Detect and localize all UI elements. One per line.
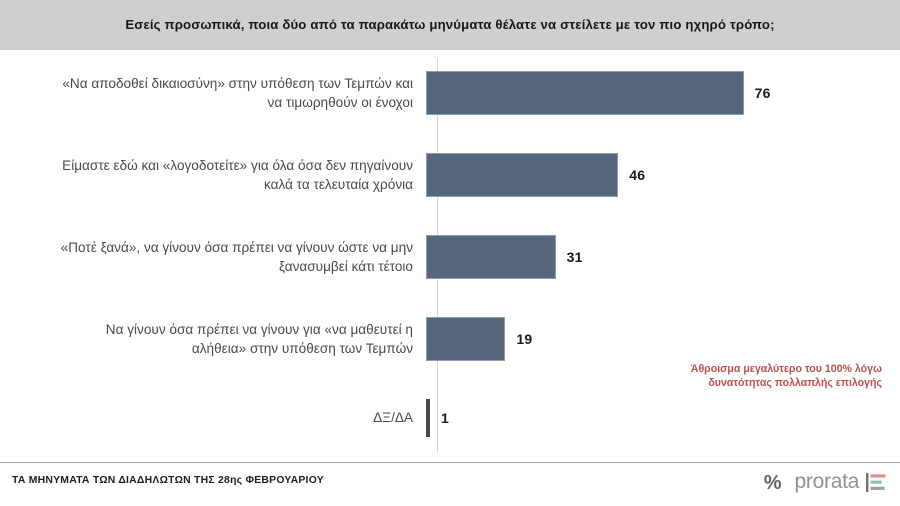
bar-track: 1	[425, 394, 900, 442]
bar-category-label: «Να αποδοθεί δικαιοσύνη» στην υπόθεση τω…	[0, 74, 425, 113]
bar-category-label-line: ξανασυμβεί κάτι τέτοιο	[279, 259, 413, 274]
page-title: Εσείς προσωπικά, ποια δύο από τα παρακάτ…	[125, 17, 775, 33]
bar[interactable]	[426, 71, 744, 115]
chart-footer: ΤΑ ΜΗΝΥΜΑΤΑ ΤΩΝ ΔΙΑΔΗΛΩΤΩΝ ΤΗΣ 28ης ΦΕΒΡ…	[0, 462, 900, 506]
bar-category-label-line: καλά τα τελευταία χρόνια	[263, 177, 413, 192]
bar-value-label: 31	[566, 249, 583, 265]
bar-category-label-line: να τιμωρηθούν οι ένοχοι	[267, 95, 413, 110]
bar[interactable]	[426, 399, 430, 437]
brand-name: prorata	[794, 470, 860, 493]
bar-row: «Να αποδοθεί δικαιοσύνη» στην υπόθεση τω…	[0, 62, 900, 124]
bar-rows: «Να αποδοθεί δικαιοσύνη» στην υπόθεση τω…	[0, 50, 900, 462]
bar-track: 31	[425, 226, 900, 288]
bar-track: 19	[425, 308, 900, 370]
bar-category-label-line: ΔΞ/ΔΑ	[373, 410, 413, 426]
bar-category-label-line: «Ποτέ ξανά», να γίνουν όσα πρέπει να γίν…	[60, 239, 413, 255]
chart-area: «Να αποδοθεί δικαιοσύνη» στην υπόθεση τω…	[0, 50, 900, 462]
chart-header-band: Εσείς προσωπικά, ποια δύο από τα παρακάτ…	[0, 0, 900, 50]
bar-chart-logo-icon	[866, 473, 886, 492]
note-line-2: δυνατότητας πολλαπλής επιλογής	[708, 377, 882, 390]
bar-category-label: Είμαστε εδώ και «λογοδοτείτε» για όλα όσ…	[0, 156, 425, 195]
bar-row: «Ποτέ ξανά», να γίνουν όσα πρέπει να γίν…	[0, 226, 900, 288]
bar-value-label: 46	[629, 167, 646, 183]
bar-value-label: 76	[754, 85, 771, 101]
footer-caption: ΤΑ ΜΗΝΥΜΑΤΑ ΤΩΝ ΔΙΑΔΗΛΩΤΩΝ ΤΗΣ 28ης ΦΕΒΡ…	[12, 475, 324, 486]
note-line-1: Άθροισμα μεγαλύτερο του 100% λόγω	[690, 363, 882, 375]
bar-track: 46	[425, 144, 900, 206]
bar-row: Είμαστε εδώ και «λογοδοτείτε» για όλα όσ…	[0, 144, 900, 206]
bar-category-label-line: Είμαστε εδώ και «λογοδοτείτε» για όλα όσ…	[62, 157, 413, 173]
bar-category-label-line: «Να αποδοθεί δικαιοσύνη» στην υπόθεση τω…	[62, 75, 413, 91]
bar[interactable]	[426, 153, 619, 197]
bar-category-label-line: αλήθεια» στην υπόθεση των Τεμπών	[191, 341, 413, 356]
percent-icon: %	[763, 471, 782, 494]
bar[interactable]	[426, 235, 556, 279]
prorata-logo: % prorata	[763, 470, 886, 494]
bar-value-label: 19	[516, 331, 533, 347]
bar-category-label-line: Να γίνουν όσα πρέπει να γίνουν για «να μ…	[105, 321, 413, 337]
bar-row: ΔΞ/ΔΑ 1	[0, 394, 900, 442]
bar-category-label: ΔΞ/ΔΑ	[0, 408, 425, 427]
bar-row: Να γίνουν όσα πρέπει να γίνουν για «να μ…	[0, 308, 900, 370]
bar-value-label: 1	[441, 410, 449, 426]
multiple-choice-note: Άθροισμα μεγαλύτερο του 100% λόγω δυνατό…	[650, 362, 882, 390]
bar-track: 76	[425, 62, 900, 124]
bar-category-label: Να γίνουν όσα πρέπει να γίνουν για «να μ…	[0, 320, 425, 359]
bar-category-label: «Ποτέ ξανά», να γίνουν όσα πρέπει να γίν…	[0, 238, 425, 277]
bar[interactable]	[426, 317, 506, 361]
